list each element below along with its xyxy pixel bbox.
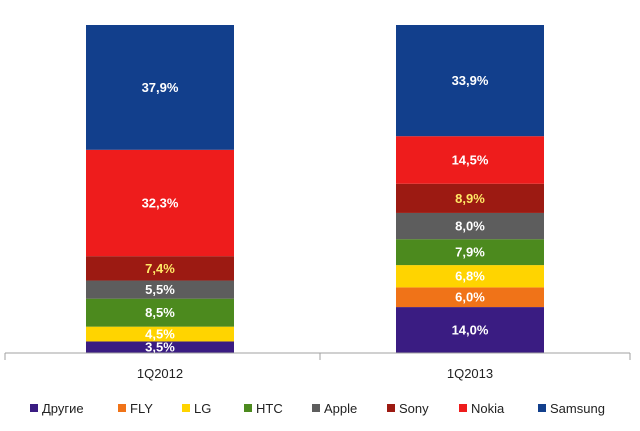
bar-segment-lg-1q2013 [396,265,544,288]
legend-swatch-другие [30,404,38,412]
data-label-fly-1q2013: 6,0% [455,290,485,305]
legend-swatch-sony [387,404,395,412]
bar-segment-lg-1q2012 [86,326,234,342]
bar-segment-nokia-1q2012 [86,149,234,257]
bar-segment-другие-1q2013 [396,307,544,353]
category-label-1q2012: 1Q2012 [137,366,183,381]
bar-segment-sony-1q2013 [396,183,544,213]
legend-swatch-apple [312,404,320,412]
data-label-apple-1q2012: 5,5% [145,282,175,297]
legend-label-nokia: Nokia [471,401,505,416]
legend-swatch-lg [182,404,190,412]
category-labels: 1Q2012 1Q2013 [137,366,493,381]
data-label-sony-1q2013: 8,9% [455,191,485,206]
data-label-другие-1q2013: 14,0% [452,323,489,338]
legend-swatch-fly [118,404,126,412]
data-label-htc-1q2013: 7,9% [455,245,485,260]
data-label-lg-1q2013: 6,8% [455,269,485,284]
legend-label-fly: FLY [130,401,153,416]
bar-segment-samsung-1q2013 [396,25,544,137]
data-label-htc-1q2012: 8,5% [145,305,175,320]
legend-label-apple: Apple [324,401,357,416]
data-label-apple-1q2013: 8,0% [455,219,485,234]
data-label-samsung-1q2012: 37,9% [142,80,179,95]
legend: Другие FLY LG HTC Apple Sony Nokia Samsung [30,401,605,416]
data-label-lg-1q2012: 4,5% [145,327,175,342]
legend-swatch-nokia [459,404,467,412]
bar-segment-samsung-1q2012 [86,25,234,150]
category-label-1q2013: 1Q2013 [447,366,493,381]
legend-swatch-htc [244,404,252,412]
data-label-nokia-1q2012: 32,3% [142,195,179,210]
bar-segment-sony-1q2012 [86,256,234,281]
legend-label-samsung: Samsung [550,401,605,416]
data-label-samsung-1q2013: 33,9% [452,73,489,88]
legend-label-lg: LG [194,401,211,416]
data-label-nokia-1q2013: 14,5% [452,152,489,167]
legend-swatch-samsung [538,404,546,412]
data-label-sony-1q2012: 7,4% [145,261,175,276]
legend-label-htc: HTC [256,401,283,416]
bar-segment-fly-1q2013 [396,287,544,308]
data-label-другие-1q2012: 3,5% [145,340,175,355]
bar-segment-apple-1q2013 [396,212,544,240]
bar-segment-nokia-1q2013 [396,136,544,184]
legend-label-другие: Другие [42,401,84,416]
bar-segment-htc-1q2013 [396,239,544,266]
bar-segment-htc-1q2012 [86,298,234,327]
bars-group: 3,5%4,5% 8,5% 5,5% 7,4% 32,3% 37,9% 14,0% 6,0% 6… [86,25,544,355]
legend-label-sony: Sony [399,401,429,416]
bar-segment-apple-1q2012 [86,280,234,299]
bar-segment-другие-1q2012 [86,341,234,353]
